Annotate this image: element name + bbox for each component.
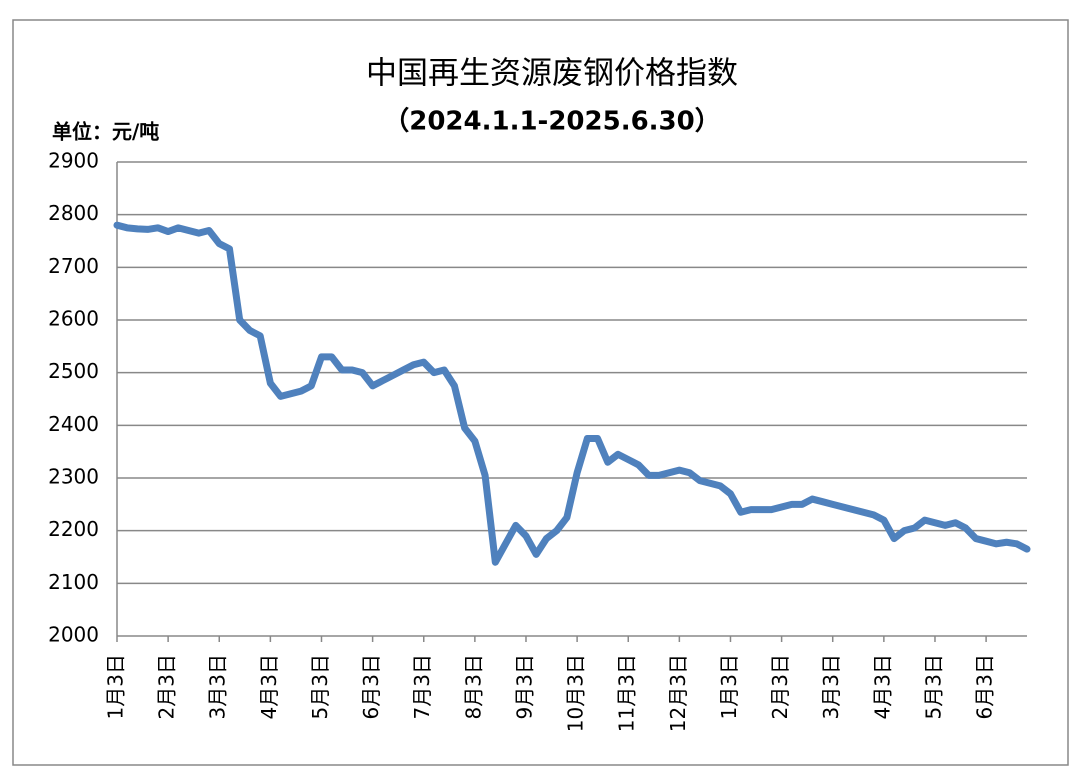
- x-tick-label: 4月3日: [870, 654, 894, 719]
- x-tick-label: 3月3日: [206, 654, 230, 719]
- y-tick-label: 2100: [48, 570, 99, 594]
- y-tick-label: 2300: [48, 465, 99, 489]
- x-tick-label: 1月3日: [717, 654, 741, 719]
- y-tick-label: 2700: [48, 254, 99, 278]
- x-tick-label: 6月3日: [973, 654, 997, 719]
- x-tick-label: 1月3日: [104, 654, 128, 719]
- chart-border: [12, 19, 1069, 766]
- x-tick-label: 5月3日: [921, 654, 945, 719]
- x-tick-label: 6月3日: [359, 654, 383, 719]
- x-tick-label: 10月3日: [564, 654, 588, 732]
- series-line: [113, 221, 1031, 566]
- y-tick-label: 2900: [48, 149, 99, 173]
- y-tick-label: 2600: [48, 307, 99, 331]
- x-tick-label: 3月3日: [819, 654, 843, 719]
- x-tick-label: 4月3日: [257, 654, 281, 719]
- y-tick-label: 2000: [48, 623, 99, 647]
- x-tick-label: 2月3日: [768, 654, 792, 719]
- x-tick-label: 8月3日: [461, 654, 485, 719]
- x-tick-label: 12月3日: [666, 654, 690, 732]
- x-tick-label: 5月3日: [308, 654, 332, 719]
- x-tick-label: 11月3日: [615, 654, 639, 732]
- y-tick-label: 2400: [48, 412, 99, 436]
- x-tick-label: 7月3日: [410, 654, 434, 719]
- chart-title: 中国再生资源废钢价格指数: [366, 56, 738, 92]
- y-axis-label: 单位：元/吨: [52, 120, 159, 144]
- x-tick-label: 2月3日: [155, 654, 179, 719]
- y-tick-label: 2500: [48, 359, 99, 383]
- chart-subtitle: （2024.1.1-2025.6.30）: [383, 107, 720, 137]
- x-tick-label: 9月3日: [512, 654, 536, 719]
- y-tick-label: 2800: [48, 201, 99, 225]
- y-tick-label: 2200: [48, 517, 99, 541]
